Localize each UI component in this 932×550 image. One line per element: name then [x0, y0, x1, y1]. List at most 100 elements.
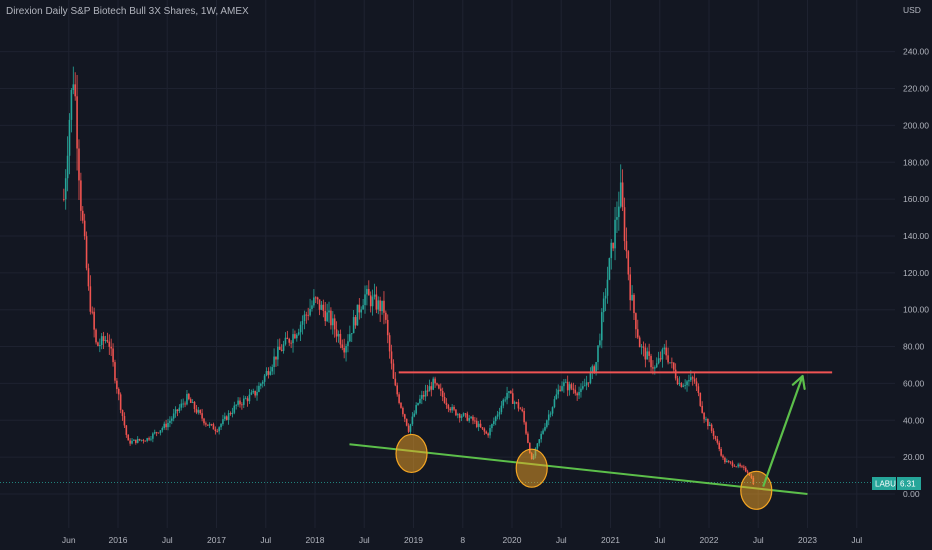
- candle-body: [587, 382, 590, 384]
- candle-body: [455, 409, 457, 416]
- time-tick-label: Jun: [62, 535, 76, 545]
- candle-body: [680, 383, 683, 387]
- candle-body: [699, 392, 702, 406]
- candle-body: [381, 300, 383, 312]
- price-tick-label: 120.00: [903, 268, 929, 278]
- candle-body: [133, 439, 135, 441]
- candle-body: [595, 362, 597, 373]
- candle-body: [239, 400, 241, 405]
- candle-body: [659, 358, 662, 360]
- candle-body: [290, 342, 292, 344]
- price-tick-label: 20.00: [903, 452, 925, 462]
- time-axis[interactable]: Jun 2016 Jul 2017 Jul 2018 Jul 2019 8 2020 Jul 2021…: [62, 535, 862, 545]
- candle-body: [201, 413, 203, 419]
- candle-body: [464, 413, 467, 415]
- candle-body: [140, 439, 143, 441]
- candle-body: [604, 295, 607, 299]
- candle-body: [93, 311, 95, 330]
- candle-body: [277, 346, 279, 360]
- ticker-badge-price: 6.31: [900, 480, 916, 489]
- candle-body: [91, 311, 94, 313]
- candle-body: [324, 310, 327, 322]
- candle-body: [701, 405, 703, 413]
- candle-body: [744, 467, 747, 472]
- candle-body: [743, 466, 745, 468]
- candle-body: [85, 236, 88, 269]
- candle-body: [712, 430, 715, 436]
- candle-body: [314, 297, 317, 299]
- projection-arrow[interactable]: [762, 374, 806, 487]
- candle-body: [63, 199, 65, 200]
- candle-body: [125, 425, 128, 435]
- candle-body: [224, 416, 226, 420]
- candle-body: [417, 403, 419, 406]
- candle-body: [735, 466, 738, 468]
- candle-body: [250, 392, 253, 395]
- candle-body: [114, 362, 116, 381]
- candle-body: [741, 466, 743, 468]
- price-tick-label: 160.00: [903, 194, 929, 204]
- candle-body: [422, 395, 425, 397]
- candle-body: [557, 389, 560, 395]
- candle-body: [439, 388, 442, 391]
- candle-body: [572, 388, 575, 390]
- candle-body: [610, 242, 613, 259]
- candle-body: [74, 84, 76, 97]
- candle-body: [623, 207, 626, 242]
- candle-body: [421, 395, 423, 399]
- candle-body: [652, 367, 654, 369]
- price-axis: 240.00 220.00 200.00 180.00 160.00 140.00 120.…: [903, 47, 929, 499]
- time-tick-label: Jul: [654, 535, 665, 545]
- candle-body: [208, 424, 211, 426]
- candle-body: [576, 393, 578, 396]
- price-axis-panel[interactable]: [895, 0, 932, 528]
- candle-body: [419, 398, 421, 404]
- candle-body: [570, 384, 573, 389]
- candle-body: [672, 362, 675, 370]
- candle-body: [385, 312, 387, 320]
- time-tick-label: 2016: [109, 535, 128, 545]
- pivot-circle: [740, 470, 773, 510]
- candle-body: [322, 304, 325, 311]
- time-tick-label: Jul: [162, 535, 173, 545]
- candle-body: [354, 317, 357, 326]
- candle-body: [235, 404, 237, 406]
- candle-body: [142, 439, 145, 441]
- candle-body: [263, 375, 266, 382]
- time-tick-label: 2019: [404, 535, 423, 545]
- candle-body: [705, 419, 707, 420]
- arrow-head: [801, 374, 806, 390]
- candle-body: [644, 347, 647, 360]
- candle-body: [362, 305, 364, 310]
- candle-body: [369, 295, 372, 307]
- candle-body: [536, 443, 539, 449]
- candle-body: [494, 416, 497, 422]
- time-tick-label: 2020: [503, 535, 522, 545]
- candle-body: [657, 358, 660, 364]
- candle-body: [500, 405, 503, 413]
- candle-body: [722, 455, 724, 458]
- pivot-circles: [395, 433, 773, 510]
- candle-body: [544, 426, 546, 431]
- candle-body: [428, 386, 431, 392]
- candle-body: [540, 433, 542, 440]
- candle-body: [616, 217, 618, 220]
- candle-body: [299, 324, 302, 333]
- candle-body: [131, 440, 133, 444]
- candle-body: [332, 318, 334, 326]
- candle-body: [367, 288, 370, 296]
- candle-body: [326, 312, 328, 322]
- candle-body: [436, 383, 438, 385]
- candle-body: [627, 251, 630, 275]
- candle-body: [726, 460, 728, 463]
- candle-body: [470, 416, 472, 419]
- candle-body: [220, 424, 222, 428]
- price-tick-label: 180.00: [903, 157, 929, 167]
- candle-body: [150, 438, 152, 440]
- price-tick-label: 60.00: [903, 378, 925, 388]
- candle-body: [474, 420, 476, 422]
- candle-body: [242, 398, 245, 405]
- candle-body: [172, 413, 175, 419]
